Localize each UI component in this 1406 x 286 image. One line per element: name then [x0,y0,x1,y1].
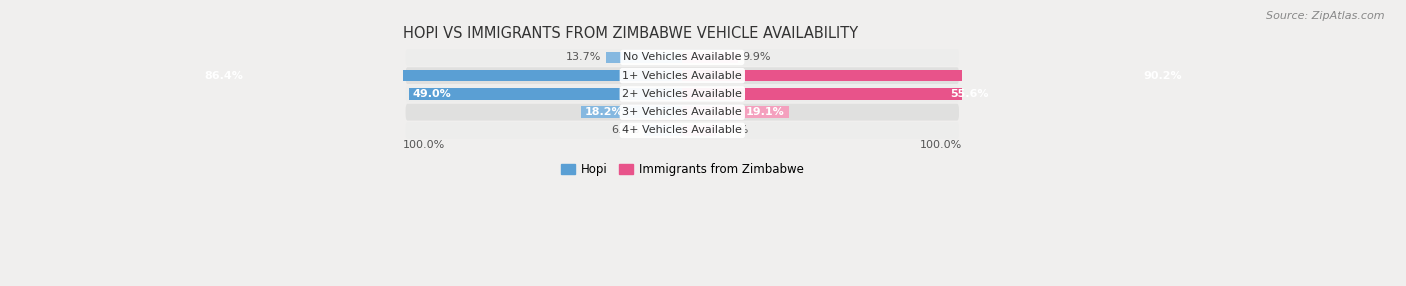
Bar [200,70,682,81]
FancyBboxPatch shape [405,49,959,66]
Bar [606,52,682,63]
Bar [409,88,682,100]
Text: No Vehicles Available: No Vehicles Available [623,52,741,62]
Text: 4+ Vehicles Available: 4+ Vehicles Available [623,125,742,135]
Text: Source: ZipAtlas.com: Source: ZipAtlas.com [1267,11,1385,21]
Text: 90.2%: 90.2% [1143,71,1182,81]
Bar [682,125,716,136]
FancyBboxPatch shape [405,67,959,84]
Bar [682,52,738,63]
Legend: Hopi, Immigrants from Zimbabwe: Hopi, Immigrants from Zimbabwe [555,158,808,181]
Text: 3+ Vehicles Available: 3+ Vehicles Available [623,107,742,117]
Bar [682,106,789,118]
Text: HOPI VS IMMIGRANTS FROM ZIMBABWE VEHICLE AVAILABILITY: HOPI VS IMMIGRANTS FROM ZIMBABWE VEHICLE… [404,26,858,41]
Text: 55.6%: 55.6% [950,89,988,99]
Text: 49.0%: 49.0% [413,89,451,99]
Text: 13.7%: 13.7% [565,52,602,62]
Text: 86.4%: 86.4% [204,71,243,81]
Bar [682,88,993,100]
Bar [682,70,1187,81]
FancyBboxPatch shape [405,104,959,120]
FancyBboxPatch shape [405,86,959,102]
Text: 1+ Vehicles Available: 1+ Vehicles Available [623,71,742,81]
Bar [644,125,682,136]
Text: 2+ Vehicles Available: 2+ Vehicles Available [623,89,742,99]
Text: 100.0%: 100.0% [920,140,962,150]
Text: 9.9%: 9.9% [742,52,770,62]
Text: 6.9%: 6.9% [610,125,640,135]
Text: 18.2%: 18.2% [585,107,624,117]
Bar [581,106,682,118]
FancyBboxPatch shape [405,122,959,139]
Text: 6.0%: 6.0% [720,125,748,135]
Text: 100.0%: 100.0% [404,140,446,150]
Text: 19.1%: 19.1% [745,107,785,117]
